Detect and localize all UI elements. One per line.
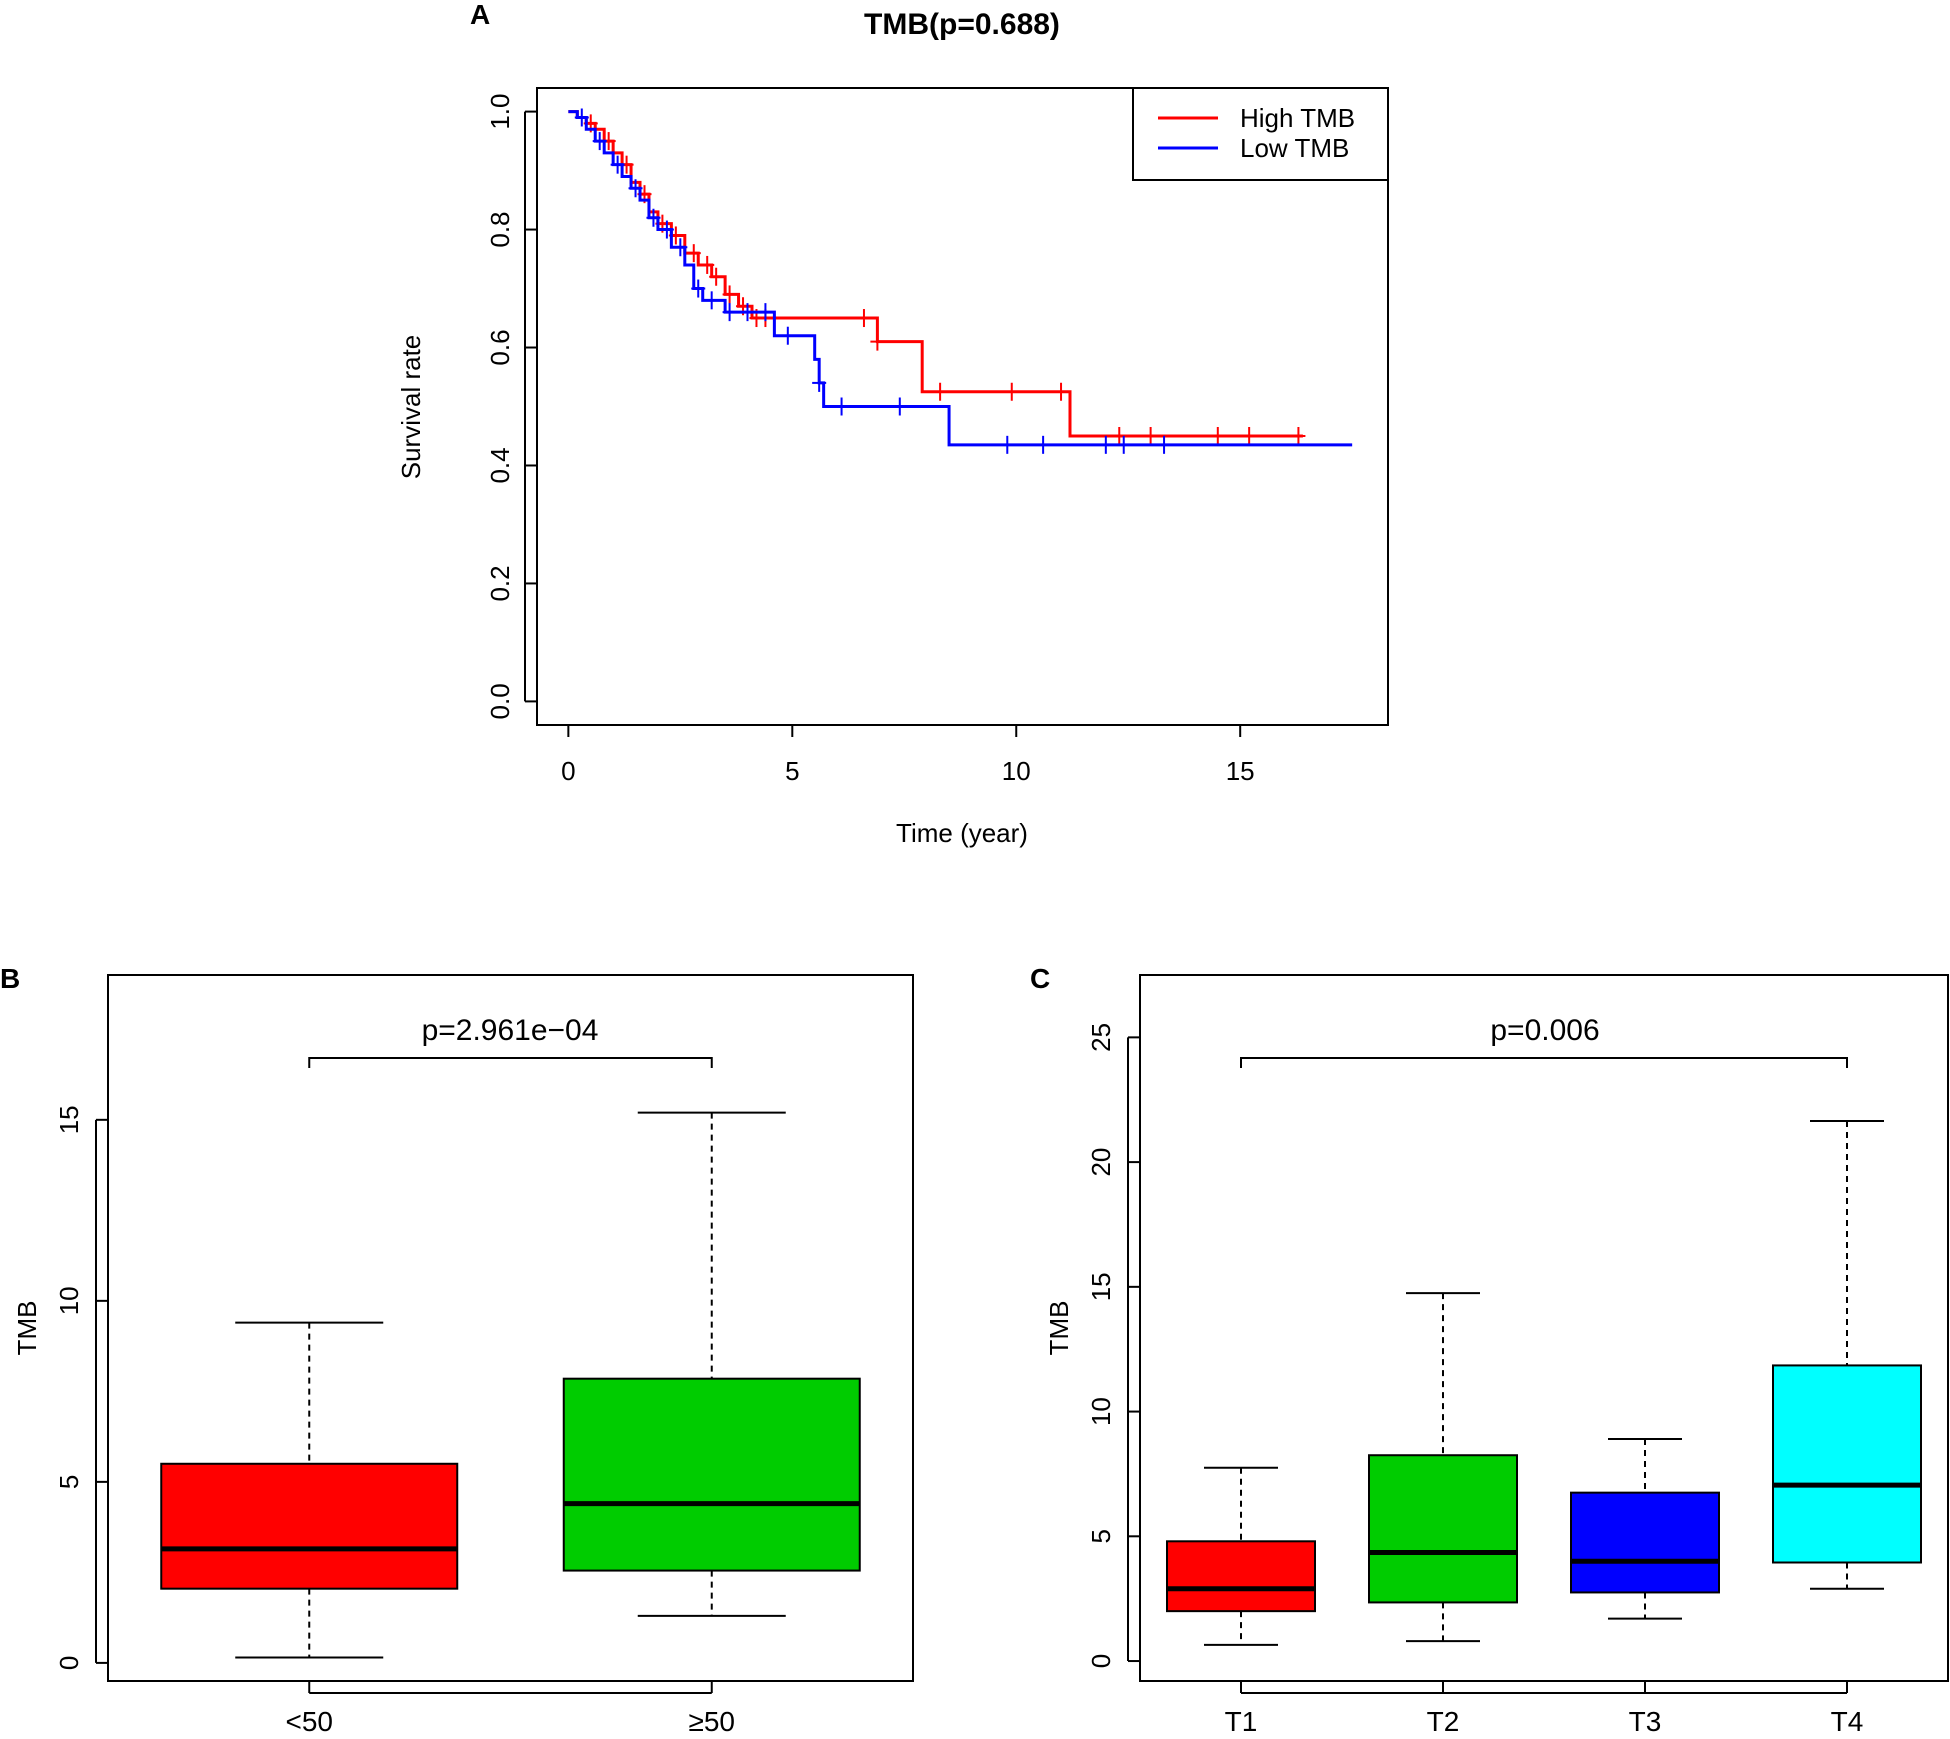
km-x-tick-label: 0 [561,756,575,786]
boxplot-b-y-tick-label: 5 [54,1475,84,1489]
km-survival-chart: TMB(p=0.688) 0.0 0.2 0.4 0.6 0.8 1.0 0 5 10 15 T… [396,8,1389,848]
boxplot-c-y-tick-label: 15 [1086,1272,1116,1301]
km-y-tick-label: 0.6 [485,329,515,365]
boxplot-c-p-value: p=0.006 [1490,1014,1599,1047]
boxplot-b-y-tick-label: 10 [54,1286,84,1315]
boxplot-c-y-tick-label: 25 [1086,1023,1116,1052]
boxplot-c-y-tick-label: 20 [1086,1148,1116,1177]
boxplot-c-y-tick-label: 0 [1086,1654,1116,1668]
boxplot-b-content: 0 5 10 15 <50 ≥50 [54,1057,861,1737]
boxplot-b-frame [107,974,914,1682]
km-y-tick-label: 1.0 [485,94,515,130]
km-series-group [568,108,1353,454]
boxplot-t-stage: 0 5 10 15 20 25 T1 T2 T3 T4 TMB p=0.006 [1044,974,1949,1737]
boxplot-c-box-T2 [1368,1454,1518,1604]
boxplot-b-x-tick-label: ≥50 [688,1706,735,1737]
boxplot-c-content: 0 5 10 15 20 25 T1 T2 T3 T4 [1086,1023,1922,1737]
legend-label-high-tmb: High TMB [1240,103,1355,133]
boxplot-c-box-T4 [1772,1364,1922,1564]
km-x-axis: 0 5 10 15 [561,725,1255,786]
panel-letter-b: B [0,963,20,994]
km-x-tick-label: 5 [785,756,799,786]
boxplot-c-x-tick-label: T4 [1831,1706,1864,1737]
boxplot-c-y-label: TMB [1044,1301,1074,1356]
boxplot-b-box-≥50 [562,1377,861,1572]
legend-label-low-tmb: Low TMB [1240,133,1349,163]
boxplot-c-significance-bracket [1240,1057,1848,1068]
boxplot-c-x-tick-label: T1 [1225,1706,1258,1737]
boxplot-c-x-tick-label: T3 [1629,1706,1662,1737]
boxplot-b-significance-bracket [308,1057,713,1068]
boxplot-c-y-tick-label: 5 [1086,1529,1116,1543]
boxplot-c-y-tick-label: 10 [1086,1397,1116,1426]
boxplot-b-box-<50 [160,1462,459,1590]
km-title: TMB(p=0.688) [864,8,1060,41]
boxplot-b-y-tick-label: 0 [54,1656,84,1670]
boxplot-c-box-T3 [1570,1491,1720,1594]
boxplot-b-p-value: p=2.961e−04 [422,1014,599,1047]
boxplot-age: 0 5 10 15 <50 ≥50 TMB p=2.961e−04 [12,974,914,1737]
km-x-tick-label: 10 [1002,756,1031,786]
boxplot-c-box-T1 [1166,1540,1316,1613]
km-y-axis: 0.0 0.2 0.4 0.6 0.8 1.0 [485,94,537,719]
km-y-tick-label: 0.0 [485,683,515,719]
km-y-tick-label: 0.8 [485,211,515,247]
km-x-tick-label: 15 [1226,756,1255,786]
km-y-tick-label: 0.4 [485,447,515,483]
km-plot-frame [536,87,1389,726]
km-x-axis-label: Time (year) [896,818,1028,848]
km-y-axis-label: Survival rate [396,335,426,480]
panel-letter-c: C [1030,963,1050,994]
boxplot-b-x-tick-label: <50 [286,1706,334,1737]
boxplot-c-x-tick-label: T2 [1427,1706,1460,1737]
boxplot-b-y-label: TMB [12,1301,42,1356]
panel-letter-a: A [470,0,490,30]
km-legend: High TMB Low TMB [1132,87,1389,181]
legend-box [1132,87,1389,181]
boxplot-b-y-tick-label: 15 [54,1105,84,1134]
km-y-tick-label: 0.2 [485,565,515,601]
boxplot-c-frame [1139,974,1949,1682]
